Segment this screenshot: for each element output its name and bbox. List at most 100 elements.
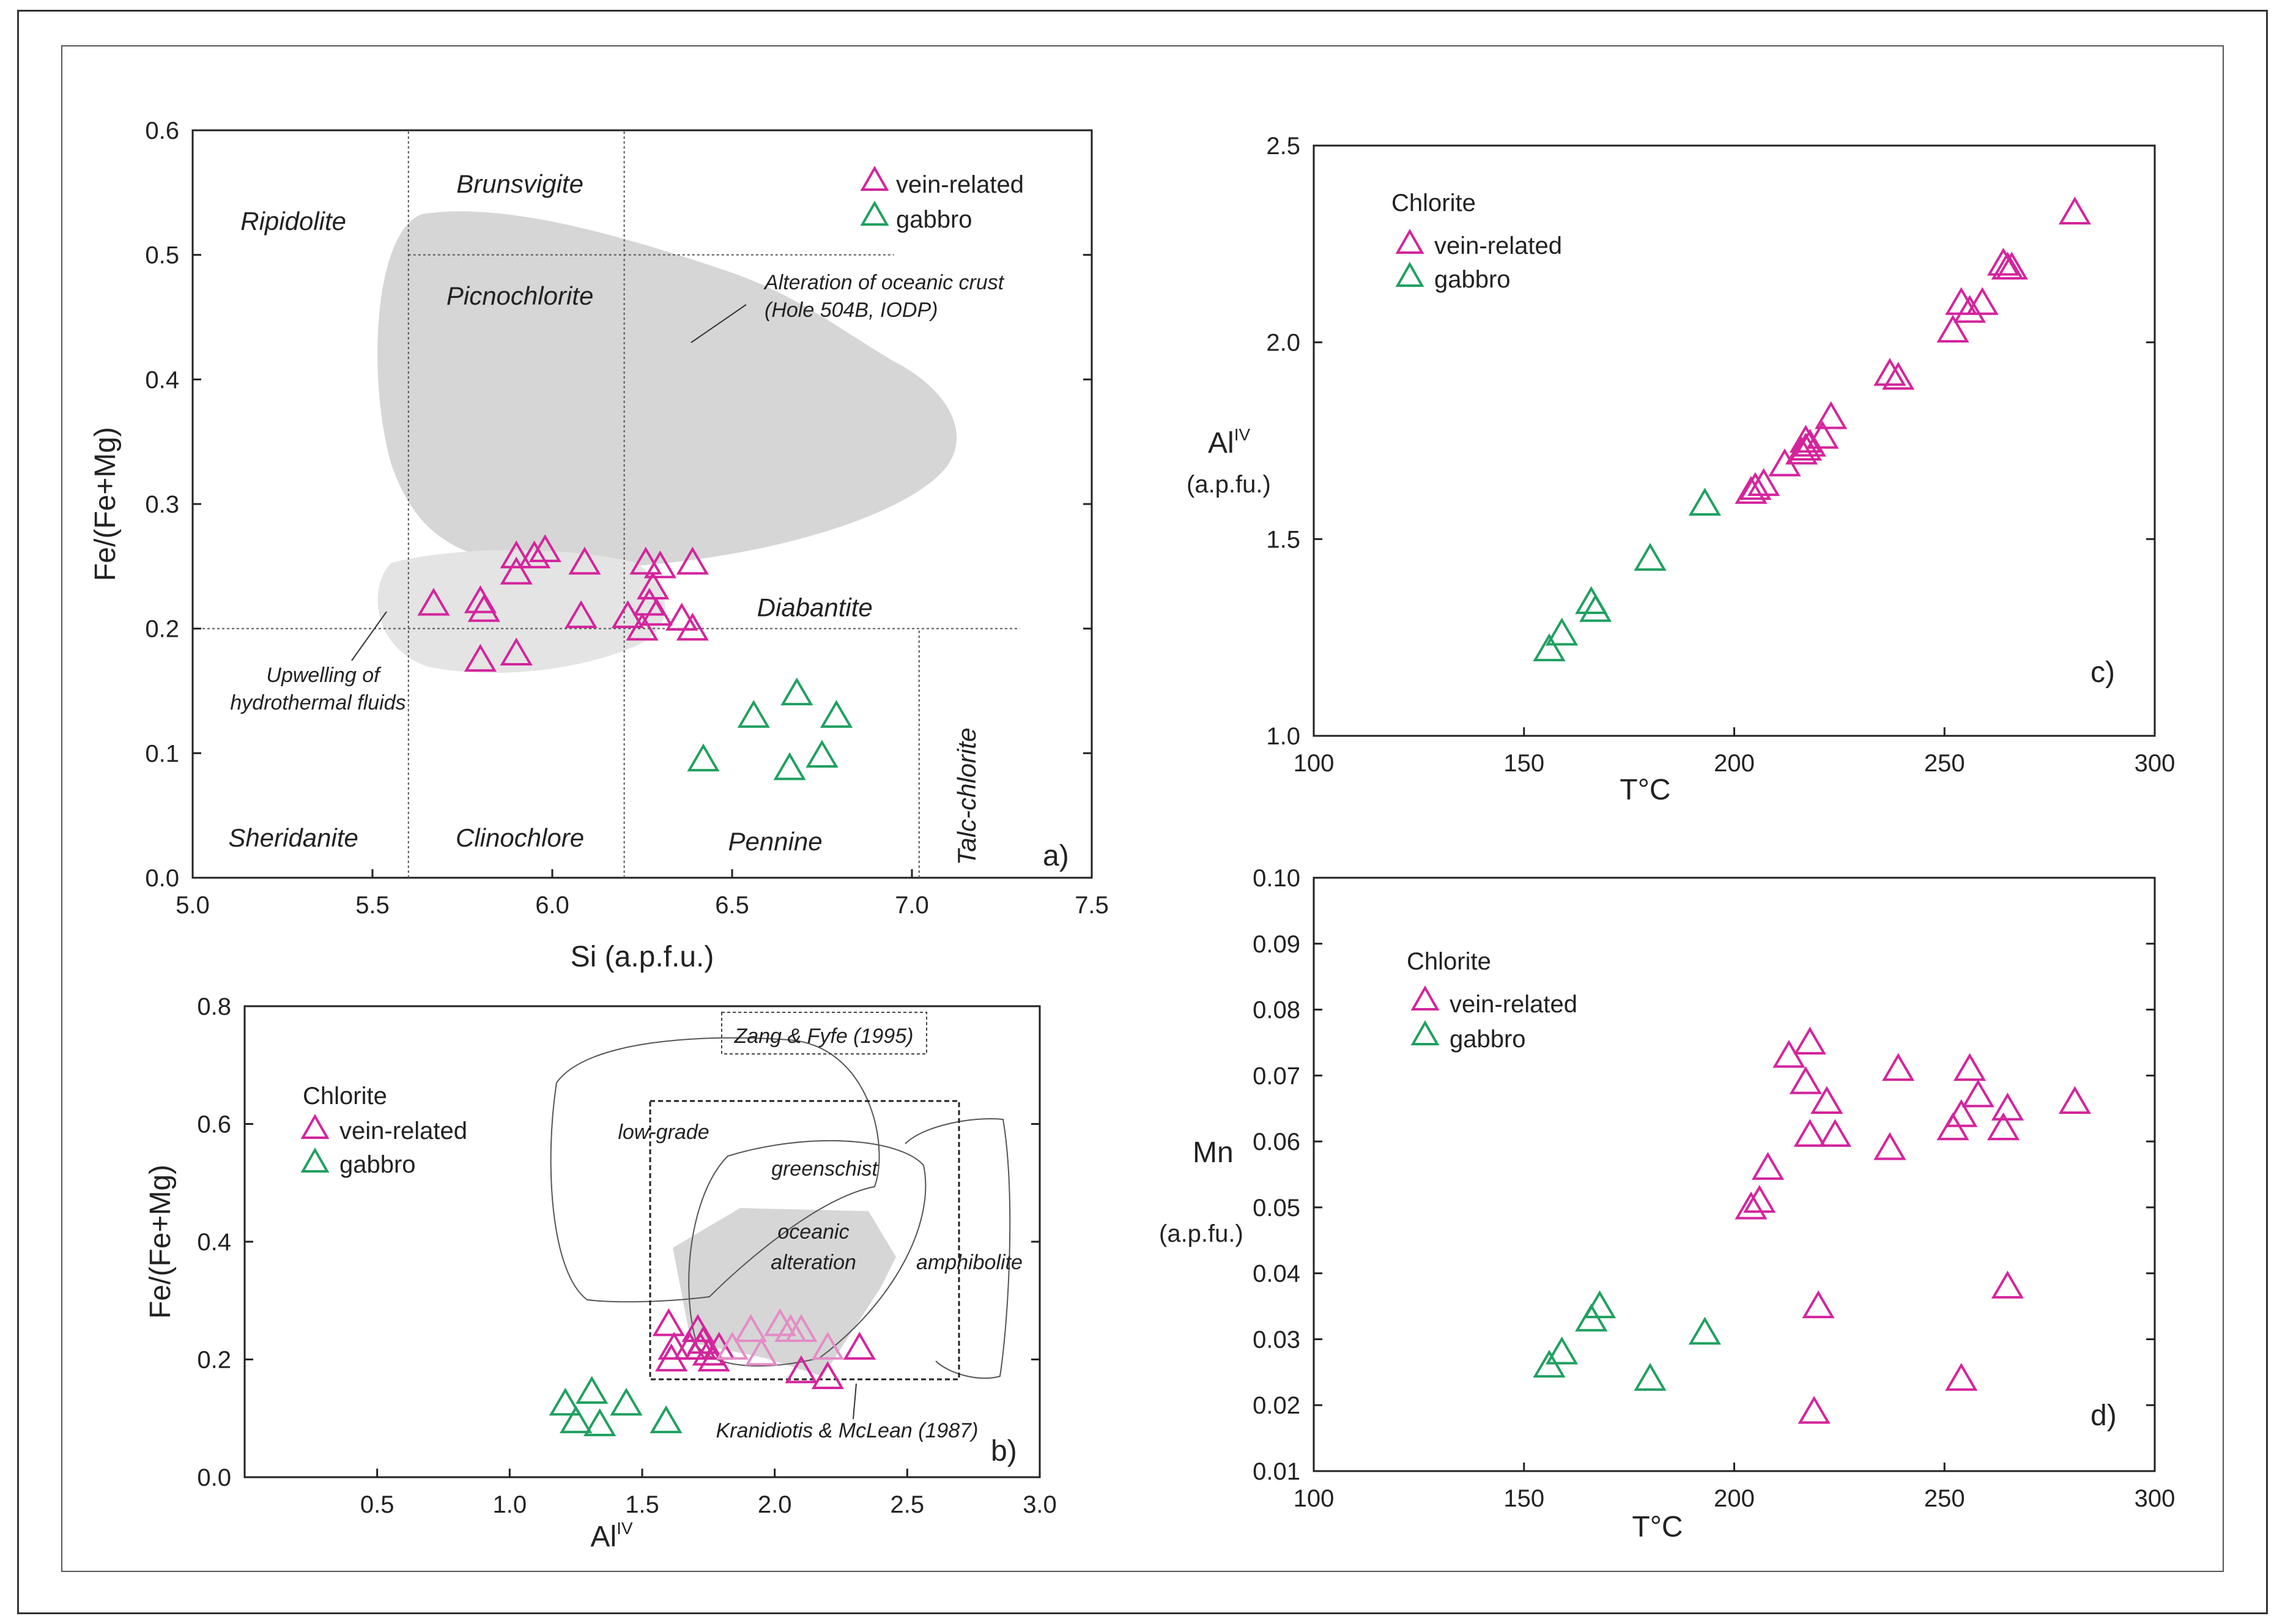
y-tick-label: 2.0 — [1266, 330, 1300, 357]
greenschist-label: greenschist — [771, 1157, 878, 1181]
gabbro-point — [1688, 488, 1721, 516]
vein-related-point — [643, 550, 676, 579]
x-tick-label: 3.0 — [1023, 1491, 1057, 1518]
vein-related-point — [528, 534, 561, 562]
talc-chlorite-label: Talc-chlorite — [952, 728, 981, 866]
vein-related-point — [692, 1337, 725, 1366]
amphibolite-label: amphibolite — [916, 1251, 1023, 1274]
x-tick-label: 150 — [1503, 1485, 1544, 1512]
vein-related-point — [1991, 1270, 2024, 1299]
vein-related-point — [687, 1326, 720, 1354]
panel-a-x-axis-label: Si (a.p.f.u.) — [571, 941, 714, 973]
gabbro-point — [1533, 633, 1566, 662]
panel-c-chart: 100 150 200 250 300 1.0 1.5 2.0 2.5 Chlorite vei… — [1187, 133, 2175, 806]
vein-related-point — [785, 1355, 818, 1384]
vein-related-point — [1987, 248, 2020, 276]
panel-c-legend: Chlorite vein-related gabbro — [1391, 190, 1562, 293]
x-tick-label: 5.5 — [355, 892, 390, 919]
y-tick-label: 0.5 — [145, 242, 179, 269]
panel-c-x-axis-label: T°C — [1620, 774, 1670, 806]
panel-a-ticks: 5.0 5.5 6.0 6.5 7.0 7.5 0.0 0.1 0.2 0.3 0.4 0.5 0.6 — [145, 117, 1108, 919]
inner-frame — [61, 45, 2224, 1572]
upwelling-annotation-line2: hydrothermal fluids — [230, 691, 406, 714]
kranidiotis-label: Kranidiotis & McLean (1987) — [716, 1419, 978, 1442]
panel-a-legend: vein-related gabbro — [860, 165, 1024, 233]
oceanic-label-line2: alteration — [771, 1251, 856, 1274]
vein-related-point — [1961, 1079, 1994, 1108]
y-tick-label: 0.02 — [1253, 1392, 1300, 1419]
x-tick-label: 200 — [1714, 750, 1755, 777]
x-tick-label: 2.5 — [891, 1491, 925, 1518]
x-tick-label: 100 — [1294, 1485, 1335, 1512]
panel-b-plot-frame — [243, 1005, 1041, 1478]
vein-related-point — [1995, 251, 2028, 280]
y-tick-label: 0.08 — [1253, 997, 1300, 1024]
x-tick-label: 5.0 — [176, 892, 210, 919]
x-tick-label: 250 — [1924, 750, 1965, 777]
y-tick-label: 1.5 — [1266, 526, 1300, 553]
vein-related-point — [568, 546, 601, 575]
amphibolite-field — [905, 1118, 1011, 1379]
y-tick-label: 0.09 — [1253, 931, 1300, 958]
vein-related-point — [676, 546, 709, 575]
legend-gabbro-marker — [1410, 1020, 1440, 1045]
vein-related-point — [467, 594, 500, 622]
panel-b-y-axis-label: Fe/(Fe+Mg) — [144, 1165, 177, 1319]
vein-related-point — [716, 1332, 749, 1360]
gabbro-point — [687, 743, 720, 772]
panel-b-tag: b) — [991, 1435, 1017, 1467]
field-label: Clinochlore — [456, 823, 584, 852]
y-tick-label: 0.03 — [1253, 1326, 1300, 1353]
y-tick-label: 0.05 — [1253, 1195, 1300, 1222]
vein-related-point — [565, 600, 598, 628]
gabbro-point — [773, 752, 806, 780]
vein-related-point — [1945, 1363, 1978, 1391]
y-tick-label: 0.1 — [145, 740, 179, 767]
gabbro-point — [1579, 594, 1612, 622]
vein-related-point — [652, 1308, 685, 1337]
panel-a-data-points — [417, 534, 853, 780]
field-label: Picnochlorite — [446, 281, 593, 310]
vein-related-point — [629, 546, 662, 575]
x-tick-label: 150 — [1503, 750, 1544, 777]
y-tick-label: 2.5 — [1266, 133, 1300, 160]
y-tick-label: 0.6 — [197, 1111, 231, 1138]
panel-c-ticks: 100 150 200 250 300 1.0 1.5 2.0 2.5 — [1266, 133, 2175, 777]
gabbro-point — [610, 1387, 643, 1416]
vein-related-point — [1936, 314, 1969, 343]
vein-related-point — [464, 643, 497, 672]
y-tick-label: 0.01 — [1253, 1458, 1300, 1485]
panel-a-tag: a) — [1043, 840, 1069, 872]
oceanic-leader — [691, 304, 747, 343]
panel-c-y-axis-label: AlIV — [1208, 425, 1250, 459]
y-tick-label: 1.0 — [1266, 723, 1300, 750]
x-tick-label: 1.5 — [625, 1491, 659, 1518]
vein-related-point — [1818, 1119, 1852, 1147]
legend-vein-label: vein-related — [1450, 991, 1577, 1018]
y-tick-label: 0.3 — [145, 491, 179, 518]
gabbro-point — [549, 1387, 582, 1416]
y-tick-label: 0.10 — [1253, 865, 1300, 892]
vein-related-point — [811, 1332, 844, 1360]
oceanic-alteration-field — [673, 1208, 896, 1376]
panel-d-data-points — [1533, 1026, 2091, 1424]
panel-b-chart: Zang & Fyfe (1995) low-grade greenschist… — [144, 993, 1057, 1553]
field-label: Ripidolite — [240, 207, 346, 235]
oceanic-crust-field — [377, 211, 957, 568]
vein-related-point — [1751, 1152, 1785, 1180]
vein-related-point — [1966, 287, 1999, 315]
field-label: Pennine — [728, 827, 822, 856]
panel-b-x-axis-label: AlIV — [590, 1519, 632, 1553]
legend-gabbro-label: gabbro — [1450, 1026, 1526, 1053]
vein-related-point — [1798, 1396, 1831, 1424]
panel-d-legend: Chlorite vein-related gabbro — [1407, 948, 1577, 1053]
gabbro-point — [1583, 1290, 1617, 1319]
y-tick-label: 0.2 — [197, 1347, 231, 1374]
gabbro-point — [780, 677, 813, 706]
panel-c-tag: c) — [2091, 656, 2115, 689]
x-tick-label: 300 — [2135, 1485, 2176, 1512]
vein-related-point — [2058, 1086, 2091, 1114]
x-tick-label: 100 — [1294, 750, 1335, 777]
vein-related-point — [500, 557, 533, 585]
